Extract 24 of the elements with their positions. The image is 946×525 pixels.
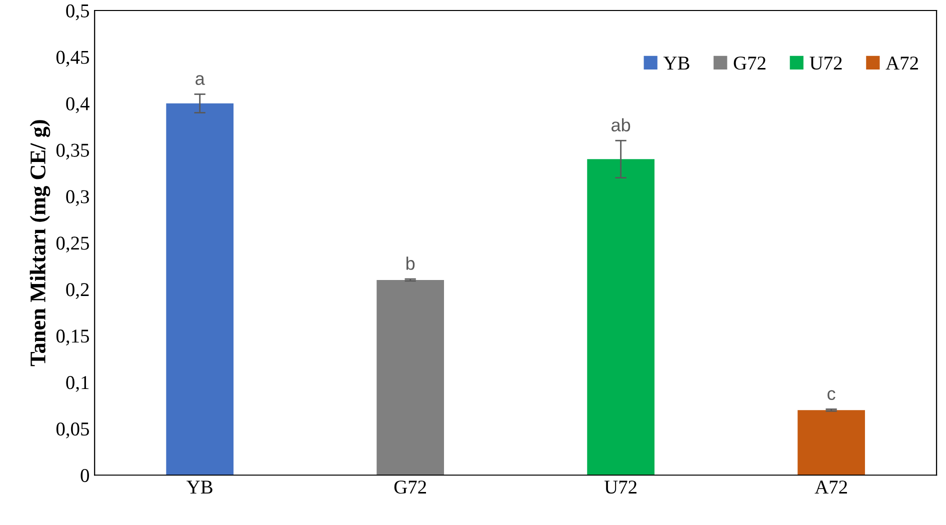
legend-label: G72 (734, 56, 766, 70)
annotation: a (196, 75, 205, 86)
x-tick-label: YB (186, 480, 212, 494)
y-tick-label: 0,2 (66, 283, 89, 300)
y-tick-label: 0,45 (56, 50, 89, 67)
y-tick-label: 0,35 (56, 144, 89, 160)
annotation: b (406, 256, 415, 270)
y-tick-label: 0,1 (66, 376, 89, 392)
legend-label: YB (663, 56, 690, 70)
x-tick-label: U72 (604, 480, 636, 494)
legend-label: U72 (810, 56, 842, 70)
y-tick-label: 0,4 (66, 97, 90, 114)
annotation: ab (612, 118, 630, 132)
y-tick-label: 0,05 (56, 422, 89, 438)
legend-label: A72 (886, 56, 918, 70)
annotation: c (828, 390, 836, 400)
y-tick-label: 0,15 (56, 330, 89, 346)
y-tick-label: 0,3 (66, 190, 89, 206)
y-tick-label: 0,5 (66, 4, 89, 20)
y-tick-label: 0,25 (56, 236, 89, 253)
y-tick-label: 0 (80, 468, 89, 482)
x-tick-label: G72 (394, 480, 426, 494)
x-tick-label: A72 (814, 480, 847, 494)
y-axis-title: Tanen Miktarı (mg CE/ g) (30, 120, 50, 366)
